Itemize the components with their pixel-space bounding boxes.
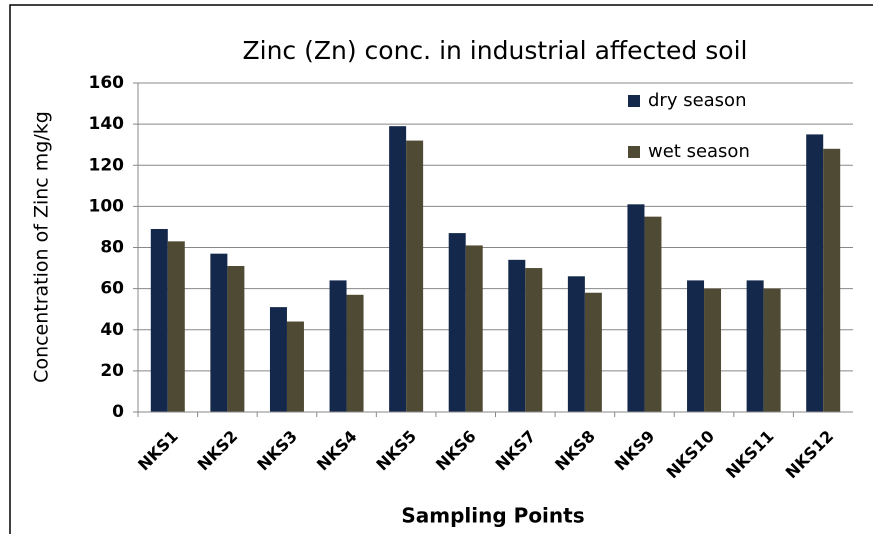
bar: [448, 233, 466, 412]
bar: [525, 268, 543, 412]
bar: [644, 216, 662, 412]
y-axis-title: Concentration of Zinc mg/kg: [31, 111, 53, 383]
bar: [627, 204, 645, 412]
chart-title: Zinc (Zn) conc. in industrial affected s…: [243, 36, 748, 65]
bar: [465, 245, 483, 412]
bar: [406, 140, 424, 412]
bar: [269, 307, 287, 412]
legend-label: wet season: [648, 141, 750, 162]
legend-swatch: [628, 95, 640, 107]
bar: [746, 280, 764, 412]
x-axis-title: Sampling Points: [401, 504, 584, 528]
bar: [687, 280, 705, 412]
legend-label: dry season: [648, 90, 746, 111]
y-tick-label: 100: [89, 196, 125, 216]
bar: [210, 253, 228, 412]
bar: [150, 228, 168, 412]
bar: [567, 276, 585, 412]
bar: [346, 294, 364, 412]
bar: [584, 292, 602, 412]
bar: [508, 259, 526, 412]
bar: [704, 288, 722, 412]
y-tick-label: 160: [89, 73, 125, 93]
y-tick-label: 140: [89, 114, 125, 134]
bar: [823, 148, 841, 413]
bar: [806, 134, 824, 412]
bar: [167, 241, 185, 412]
bar: [389, 126, 407, 413]
y-tick-label: 20: [100, 361, 124, 381]
bar: [286, 321, 304, 412]
y-tick-label: 80: [100, 238, 124, 258]
bar: [763, 288, 781, 412]
bar: [227, 266, 245, 412]
y-tick-label: 120: [89, 155, 125, 175]
y-tick-label: 60: [100, 279, 124, 299]
y-tick-label: 0: [112, 402, 124, 422]
legend-swatch: [628, 146, 640, 158]
y-tick-label: 40: [100, 320, 124, 340]
bar: [329, 280, 347, 412]
